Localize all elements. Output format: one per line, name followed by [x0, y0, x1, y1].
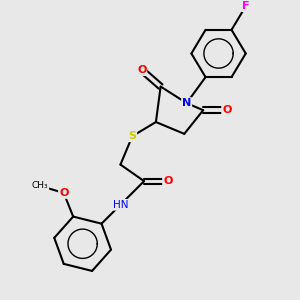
Text: O: O	[163, 176, 172, 186]
Text: O: O	[222, 105, 232, 115]
Text: O: O	[137, 65, 146, 75]
Text: S: S	[128, 131, 136, 141]
Text: F: F	[242, 1, 250, 11]
Text: HN: HN	[113, 200, 128, 210]
Text: N: N	[182, 98, 191, 108]
Text: CH₃: CH₃	[32, 181, 48, 190]
Text: O: O	[59, 188, 68, 198]
